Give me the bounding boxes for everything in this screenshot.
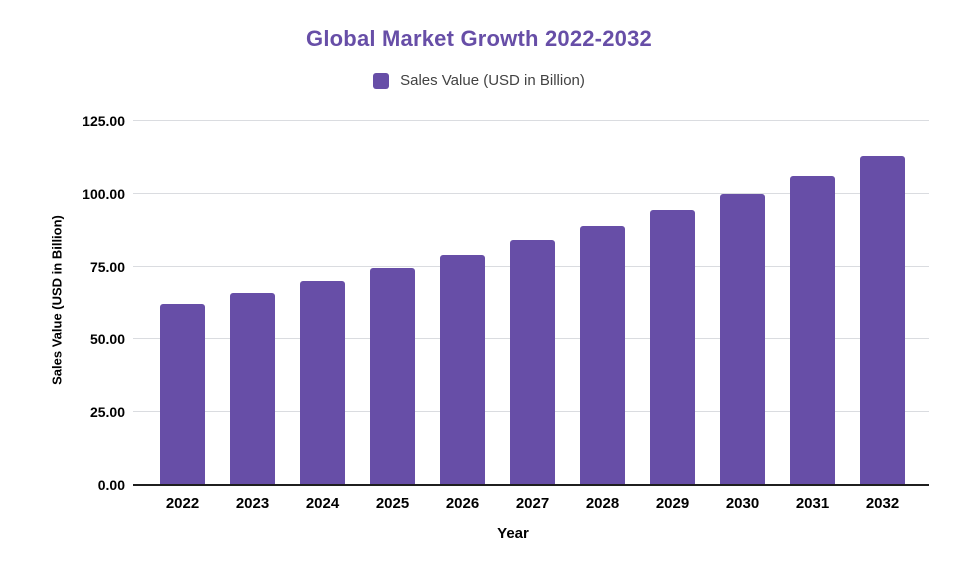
gridline	[133, 192, 929, 194]
bar-column: 2032	[860, 121, 905, 512]
y-tick-label: 125.00	[82, 113, 125, 129]
x-axis-title: Year	[497, 525, 529, 542]
bar-column: 2023	[230, 121, 275, 512]
bar-column: 2027	[510, 121, 555, 512]
bar-column: 2031	[790, 121, 835, 512]
bar	[580, 225, 625, 485]
bars: 2022 2023 2024 2025 2026 2027 2028 2029 2030 2031…	[133, 121, 929, 512]
y-tick-label: 75.00	[89, 258, 125, 275]
bar-column: 2022	[160, 121, 205, 512]
legend-swatch-icon	[373, 72, 390, 89]
bar-column: 2026	[440, 121, 485, 512]
bar-column: 2029	[650, 121, 695, 512]
bar-column: 2030	[720, 121, 765, 512]
x-tick-label: 2025	[375, 495, 410, 512]
x-tick-label: 2029	[655, 495, 690, 512]
gridline	[133, 120, 929, 121]
bar	[650, 209, 695, 485]
x-tick-label: 2031	[795, 495, 830, 512]
bar	[160, 304, 205, 485]
bar	[440, 254, 485, 485]
y-axis-tick-labels: 125.00 100.00 75.00 50.00 25.00 0.00	[0, 114, 125, 492]
bar	[300, 281, 345, 485]
bar-column: 2025	[370, 121, 415, 512]
x-tick-label: 2030	[725, 495, 760, 512]
x-tick-label: 2026	[445, 495, 480, 512]
x-tick-label: 2023	[235, 495, 270, 512]
x-tick-label: 2027	[515, 495, 550, 512]
plot-area: 2022 2023 2024 2025 2026 2027 2028 2029 2030 2031…	[133, 120, 929, 512]
bar	[860, 155, 905, 485]
bar	[790, 176, 835, 485]
y-tick-label: 50.00	[89, 331, 125, 348]
y-tick-label: 25.00	[89, 404, 125, 421]
legend: Sales Value (USD in Billion)	[0, 72, 958, 89]
x-tick-label: 2024	[305, 495, 340, 512]
bar	[720, 193, 765, 485]
x-tick-label: 2028	[585, 495, 620, 512]
x-tick-label: 2032	[865, 495, 900, 512]
y-tick-label: 100.00	[82, 185, 125, 202]
bar	[230, 292, 275, 485]
y-tick-label: 0.00	[97, 477, 125, 493]
bar-column: 2028	[580, 121, 625, 512]
legend-label: Sales Value (USD in Billion)	[400, 72, 585, 89]
bar	[370, 268, 415, 485]
chart-title: Global Market Growth 2022-2032	[306, 26, 652, 51]
bar-column: 2024	[300, 121, 345, 512]
x-axis-line	[133, 484, 929, 486]
x-tick-label: 2022	[165, 495, 200, 512]
bar	[510, 240, 555, 485]
